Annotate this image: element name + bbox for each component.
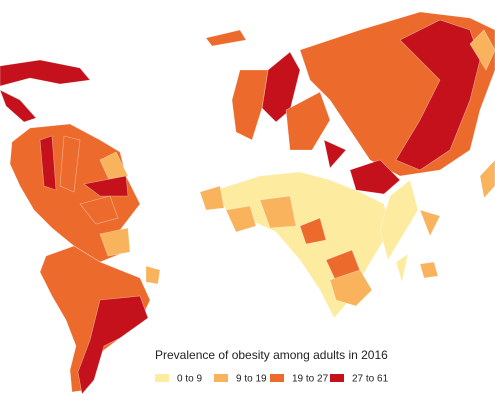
region: [77, 295, 149, 395]
region: [419, 261, 439, 279]
region: [0, 59, 91, 87]
region: [39, 135, 57, 191]
region: [59, 135, 81, 193]
region: [83, 175, 129, 197]
legend-swatch: [270, 374, 284, 382]
legend-label: 0 to 9: [177, 374, 202, 385]
regions: [0, 11, 495, 395]
region: [479, 159, 495, 199]
legend-swatch: [330, 374, 344, 382]
region: [205, 29, 247, 47]
region: [259, 195, 297, 229]
legend-swatch: [214, 374, 228, 382]
region: [145, 265, 161, 285]
region: [419, 209, 441, 237]
region: [379, 179, 419, 261]
region: [199, 185, 225, 211]
region: [231, 69, 269, 141]
legend: 0 to 9 9 to 19 19 to 27 27 to 61: [155, 374, 389, 385]
region: [99, 151, 129, 183]
region: [79, 195, 119, 225]
region: [299, 217, 327, 245]
region: [395, 253, 409, 283]
region: [395, 19, 481, 171]
legend-label: 19 to 27: [292, 374, 329, 385]
region: [329, 269, 373, 307]
legend-label: 9 to 19: [236, 374, 267, 385]
region: [285, 91, 331, 151]
region: [349, 159, 401, 195]
region: [0, 89, 37, 123]
region: [469, 29, 495, 71]
region: [323, 139, 347, 169]
legend-title: Prevalence of obesity among adults in 20…: [155, 348, 388, 362]
legend-swatch: [155, 374, 169, 382]
legend-label: 27 to 61: [352, 374, 389, 385]
region: [225, 205, 257, 233]
region: [99, 227, 131, 257]
